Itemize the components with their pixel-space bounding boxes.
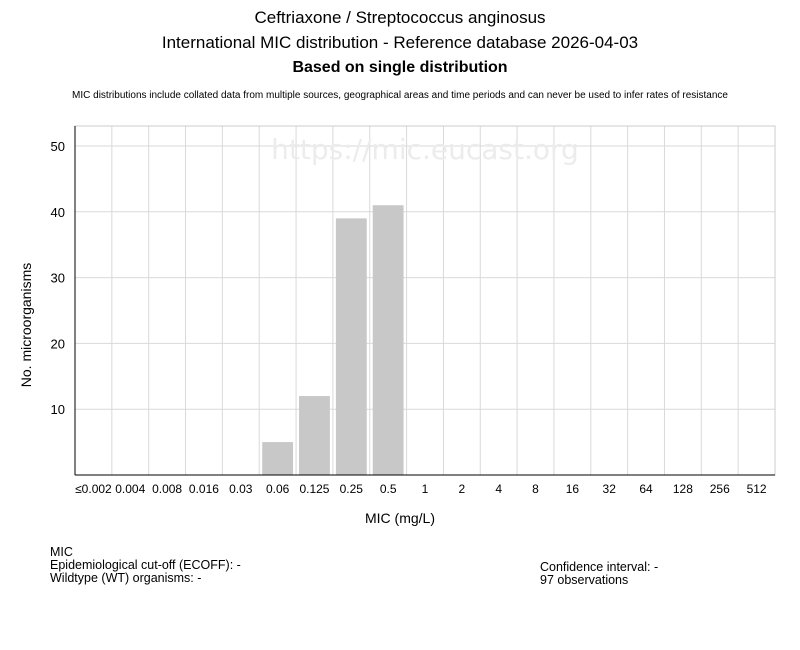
x-tick-label: 0.03 bbox=[229, 482, 253, 496]
chart-title: Ceftriaxone / Streptococcus anginosus bbox=[254, 8, 546, 27]
x-tick-label: 8 bbox=[532, 482, 539, 496]
x-tick-label: 32 bbox=[603, 482, 617, 496]
y-tick-label: 10 bbox=[51, 402, 65, 417]
x-tick-label: 0.016 bbox=[189, 482, 219, 496]
bar bbox=[262, 442, 294, 475]
y-tick-label: 20 bbox=[51, 336, 65, 351]
x-tick-label: 1 bbox=[422, 482, 429, 496]
x-tick-label: ≤0.002 bbox=[75, 482, 112, 496]
bar bbox=[299, 396, 330, 475]
y-axis-label: No. microorganisms bbox=[18, 263, 34, 387]
grid-lines bbox=[75, 126, 775, 475]
plot-frame bbox=[74, 125, 776, 476]
confidence-interval-text: Confidence interval: - bbox=[540, 560, 659, 574]
x-tick-label: 4 bbox=[495, 482, 502, 496]
x-tick-label: 512 bbox=[747, 482, 767, 496]
x-tick-label: 128 bbox=[673, 482, 693, 496]
x-tick-label: 64 bbox=[639, 482, 653, 496]
x-tick-label: 0.06 bbox=[266, 482, 290, 496]
y-tick-label: 50 bbox=[51, 139, 65, 154]
x-tick-label: 0.25 bbox=[340, 482, 364, 496]
bars bbox=[262, 205, 404, 475]
disclaimer-text: MIC distributions include collated data … bbox=[72, 90, 728, 101]
info-right: Confidence interval: - 97 observations bbox=[540, 561, 658, 587]
x-tick-label: 0.004 bbox=[115, 482, 145, 496]
wildtype-text: Wildtype (WT) organisms: - bbox=[50, 571, 202, 585]
observations-count: 97 observations bbox=[540, 573, 629, 587]
x-tick-label: 0.008 bbox=[152, 482, 182, 496]
y-tick-label: 40 bbox=[51, 205, 65, 220]
axes bbox=[74, 126, 775, 476]
watermark: https://mic.eucast.org bbox=[271, 133, 579, 166]
info-heading: MIC bbox=[50, 545, 73, 559]
info-left: MIC Epidemiological cut-off (ECOFF): - W… bbox=[50, 546, 241, 585]
x-tick-label: 16 bbox=[566, 482, 580, 496]
x-tick-label: 256 bbox=[710, 482, 730, 496]
x-tick-label: 2 bbox=[458, 482, 465, 496]
bar bbox=[335, 218, 367, 475]
bar bbox=[372, 205, 404, 475]
chart-subtitle: International MIC distribution - Referen… bbox=[161, 33, 639, 52]
x-tick-label: 0.5 bbox=[380, 482, 397, 496]
ecoff-text: Epidemiological cut-off (ECOFF): - bbox=[50, 558, 241, 572]
y-tick-label: 30 bbox=[51, 271, 65, 286]
tick-labels: 10 20 30 40 50 ≤0.002 0.004 0.008 0.016 0.03 0.06 0… bbox=[51, 139, 767, 496]
distribution-note: Based on single distribution bbox=[292, 59, 508, 76]
x-tick-label: 0.125 bbox=[299, 482, 329, 496]
x-axis-label: MIC (mg/L) bbox=[365, 510, 435, 526]
